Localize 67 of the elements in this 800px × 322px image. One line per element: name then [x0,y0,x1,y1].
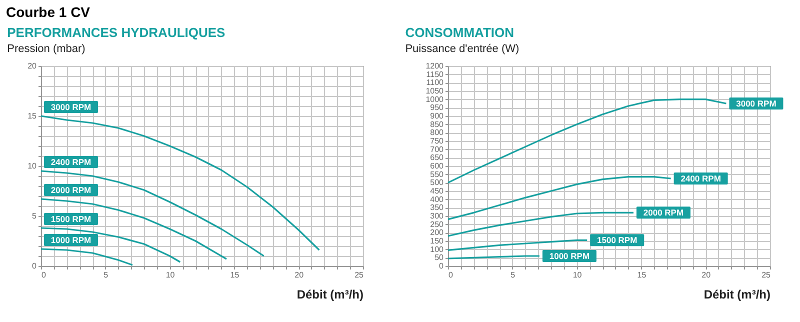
series-label: 2400 RPM [50,157,92,167]
y-tick-label: 50 [434,253,444,262]
series-label: 2400 RPM [680,174,721,184]
y-tick-label: 500 [430,178,444,188]
series-label: 2000 RPM [643,208,684,218]
line-series [40,248,134,266]
series-label: 1000 RPM [549,251,590,261]
y-tick-label: 750 [430,136,444,146]
line-series [40,170,265,257]
y-tick-label: 100 [430,244,444,254]
line-series [40,198,228,260]
series-label: 1500 RPM [50,214,92,224]
y-tick-label: 20 [28,62,38,70]
x-tick-label: 5 [104,270,109,280]
line-series [40,227,181,263]
x-tick-label: 25 [354,270,364,280]
series-label: 3000 RPM [736,98,776,108]
chart-title: CONSOMMATION [405,25,514,40]
series-label: 1500 RPM [597,235,638,246]
y-tick-label: 1200 [426,62,444,70]
y-tick-label: 300 [430,212,444,220]
y-tick-label: 250 [430,220,444,229]
y-tick-label: 550 [430,170,444,179]
x-tick-label: 10 [572,270,582,280]
y-tick-label: 5 [32,212,38,220]
x-axis-title: Débit (m³/h) [296,288,364,302]
series-label: 2000 RPM [50,185,92,195]
y-tick-label: 950 [430,103,444,112]
y-tick-label: 700 [430,144,444,154]
y-tick-label: 0 [32,262,38,270]
y-tick-label: 400 [430,194,444,204]
y-tick-label: 1100 [426,78,444,88]
y-tick-label: 1050 [426,86,444,96]
x-tick-label: 20 [702,270,712,280]
y-tick-label: 0 [439,262,444,270]
y-tick-label: 650 [430,153,444,162]
x-tick-label: 15 [230,270,240,280]
y-tick-label: 1150 [426,70,444,79]
x-tick-label: 0 [448,270,454,280]
x-tick-label: 25 [762,270,772,280]
x-axis-title: Débit (m³/h) [704,288,771,302]
x-tick-label: 0 [42,270,46,280]
y-tick-label: 350 [430,203,444,212]
x-tick-label: 20 [294,270,304,280]
x-tick-label: 10 [166,270,176,280]
y-tick-label: 10 [28,162,38,170]
y-axis-title: Pression (mbar) [7,43,86,55]
x-tick-label: 15 [637,270,647,280]
y-tick-label: 200 [430,228,444,238]
y-tick-label: 900 [430,112,444,120]
line-series [447,239,588,251]
y-tick-label: 450 [430,186,444,196]
y-tick-label: 800 [430,128,444,138]
y-tick-label: 850 [430,120,444,129]
series-label: 1000 RPM [50,235,92,245]
y-tick-label: 600 [430,162,444,170]
line-series [447,212,634,237]
chart-title: PERFORMANCES HYDRAULIQUES [7,25,226,40]
y-axis-title: Puissance d'entrée (W) [405,43,520,55]
y-tick-label: 15 [28,112,38,120]
line-series [447,98,728,184]
x-tick-label: 5 [510,270,516,280]
y-tick-label: 150 [430,236,444,246]
text: Courbe 1 CV [6,4,90,20]
y-tick-label: 1000 [426,94,444,104]
line-series [40,115,320,251]
series-label: 3000 RPM [50,102,92,112]
